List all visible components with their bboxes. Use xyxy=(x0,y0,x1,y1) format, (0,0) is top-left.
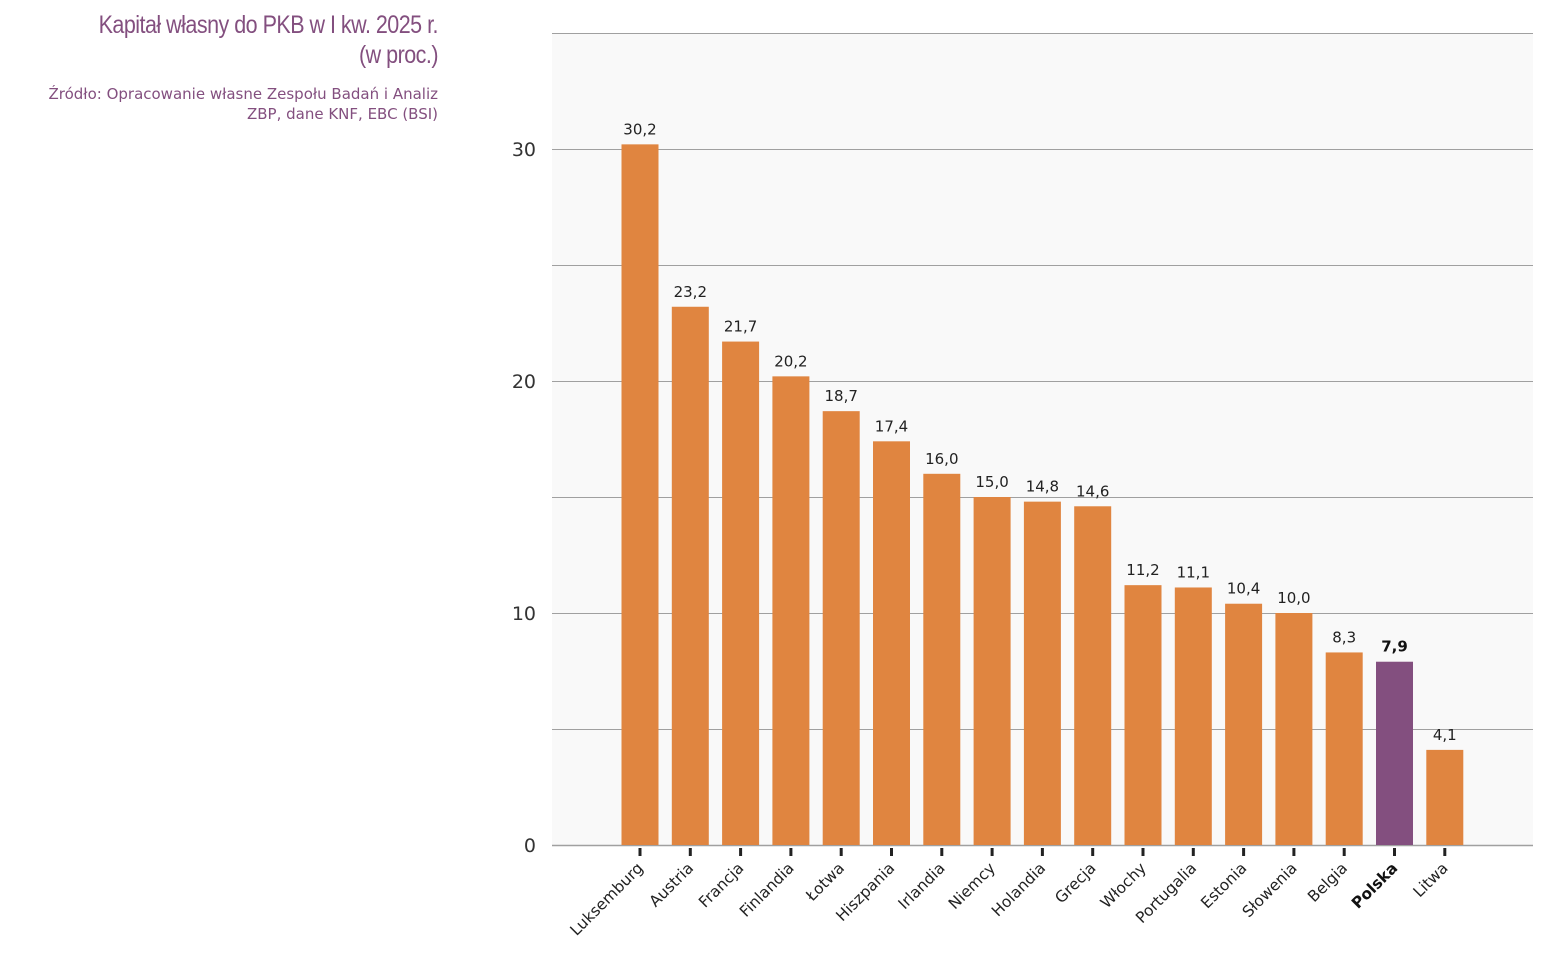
value-label: 16,0 xyxy=(925,450,958,468)
x-tick xyxy=(990,848,994,856)
bars xyxy=(621,144,1464,846)
bar-francja xyxy=(722,341,760,845)
value-label: 10,4 xyxy=(1227,580,1260,598)
x-tick-label: Grecja xyxy=(1052,859,1100,907)
y-tick-label: 30 xyxy=(512,139,536,161)
x-tick-label: Austria xyxy=(646,859,697,910)
bar-hiszpania xyxy=(873,441,910,845)
value-label: 8,3 xyxy=(1332,628,1356,646)
y-tick-label: 0 xyxy=(524,835,536,857)
value-label: 30,2 xyxy=(623,120,656,138)
title-block: Kapitał własny do PKB w I kw. 2025 r. (w… xyxy=(0,10,439,124)
x-tick-label: Litwa xyxy=(1410,859,1452,901)
bar-portugalia xyxy=(1174,587,1212,845)
x-axis-ticks xyxy=(638,848,1447,856)
value-label: 20,2 xyxy=(774,352,807,370)
value-labels: 30,2 23,2 21,7 20,2 18,7 17,4 16,0 15,0 14,8 14,6… xyxy=(623,120,1456,744)
bar-luksemburg xyxy=(621,144,659,846)
bar-austria xyxy=(671,306,709,845)
x-tick-label: Irlandia xyxy=(895,859,949,913)
bar-litwa xyxy=(1426,749,1464,845)
value-label: 15,0 xyxy=(975,473,1008,491)
bar-grecja xyxy=(1074,506,1112,845)
y-axis-ticks: 0 10 20 30 xyxy=(512,139,536,857)
value-label: 7,9 xyxy=(1381,638,1408,656)
value-label: 14,8 xyxy=(1026,478,1059,496)
x-tick xyxy=(1091,848,1095,856)
x-tick xyxy=(1342,848,1346,856)
x-tick-label: Finlandia xyxy=(736,859,798,921)
bar-holandia xyxy=(1023,501,1061,845)
bar-niemcy xyxy=(973,497,1011,845)
value-label: 18,7 xyxy=(824,387,857,405)
x-tick xyxy=(789,848,793,856)
x-tick xyxy=(688,848,692,856)
bar-włochy xyxy=(1124,585,1162,845)
x-tick-label: Polska xyxy=(1348,859,1401,912)
value-label: 10,0 xyxy=(1277,589,1310,607)
x-tick-label: Luksemburg xyxy=(567,859,647,939)
bar-finlandia xyxy=(772,376,810,845)
bar-belgia xyxy=(1325,652,1363,845)
x-tick-label: Łotwa xyxy=(802,859,848,905)
bar-irlandia xyxy=(923,473,961,845)
x-tick xyxy=(1292,848,1296,856)
bar-polska xyxy=(1376,661,1413,845)
x-tick xyxy=(1393,848,1396,856)
x-tick xyxy=(1040,848,1044,856)
y-tick-label: 10 xyxy=(512,603,536,625)
x-tick xyxy=(638,848,642,856)
x-tick xyxy=(890,848,893,856)
value-label: 21,7 xyxy=(724,318,757,336)
y-tick-label: 20 xyxy=(512,371,536,393)
chart-title: Kapitał własny do PKB w I kw. 2025 r. (w… xyxy=(98,11,439,69)
value-label: 11,2 xyxy=(1126,561,1159,579)
x-tick xyxy=(839,848,843,856)
x-tick-label: Słowenia xyxy=(1239,859,1301,921)
x-tick xyxy=(940,848,944,856)
value-label: 17,4 xyxy=(875,417,908,435)
x-tick xyxy=(739,848,743,856)
value-label: 14,6 xyxy=(1076,482,1109,500)
chart-source: Źródło: Opracowanie własne Zespołu Badań… xyxy=(48,85,439,123)
x-tick xyxy=(1191,848,1195,856)
x-tick xyxy=(1141,848,1145,856)
value-label: 23,2 xyxy=(674,283,707,301)
value-label: 11,1 xyxy=(1177,563,1210,581)
bar-estonia xyxy=(1225,603,1263,845)
x-tick-label: Holandia xyxy=(988,859,1049,920)
x-tick xyxy=(1443,848,1447,856)
x-tick xyxy=(1242,848,1246,856)
value-label: 4,1 xyxy=(1433,726,1457,744)
bar-słowenia xyxy=(1275,613,1313,845)
x-tick-label: Belgia xyxy=(1304,859,1351,906)
bar-łotwa xyxy=(822,411,860,845)
